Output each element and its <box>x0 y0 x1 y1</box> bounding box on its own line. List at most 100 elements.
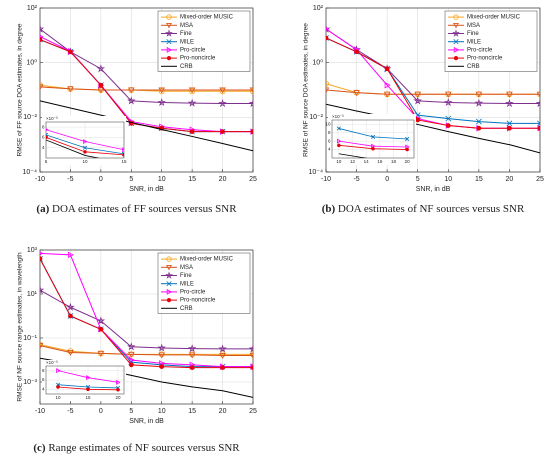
marker <box>67 348 74 355</box>
marker <box>82 145 88 150</box>
series-line <box>326 28 540 105</box>
marker <box>128 362 134 368</box>
legend-marker <box>165 29 173 37</box>
legend-label: CRB <box>180 64 193 70</box>
marker <box>98 82 104 88</box>
legend-marker <box>166 39 172 45</box>
marker <box>158 352 165 359</box>
marker <box>476 125 482 131</box>
marker <box>249 87 253 94</box>
marker <box>353 90 360 97</box>
x-tick-label: -5 <box>67 408 73 415</box>
legend-label: Mixed-order MUSIC <box>467 15 521 21</box>
inset-y-tick-label: 4 <box>42 387 45 392</box>
series-line <box>338 140 408 148</box>
legend-label: MILE <box>180 281 194 287</box>
inset-scale-label: ×10⁻³ <box>46 116 58 121</box>
y-tick-label: 10⁻⁴ <box>309 169 324 176</box>
series-line <box>57 370 119 383</box>
x-tick-label: -10 <box>35 408 45 415</box>
marker <box>337 143 341 148</box>
y-tick-label: 10⁻⁴ <box>23 169 38 176</box>
inset-frame <box>45 365 125 395</box>
legend-label: Fine <box>180 31 192 37</box>
legend-label: MSA <box>467 23 480 29</box>
x-tick-label: 15 <box>188 176 196 183</box>
marker <box>250 365 253 370</box>
series-line <box>326 89 540 95</box>
legend-label: MSA <box>180 265 193 271</box>
x-tick-label: 15 <box>188 408 196 415</box>
marker <box>97 87 105 94</box>
marker <box>250 88 253 95</box>
legend-label: CRB <box>467 64 480 70</box>
x-tick-label: 0 <box>99 176 103 183</box>
x-tick-label: -10 <box>321 176 331 183</box>
inset-x-tick-label: 10 <box>336 159 342 164</box>
x-tick-label: -10 <box>35 176 45 183</box>
marker <box>326 27 330 31</box>
marker <box>384 66 390 72</box>
legend-marker <box>166 23 172 29</box>
marker <box>475 118 482 125</box>
inset-y-tick-label: 4 <box>328 147 331 152</box>
y-axis-label: RMSE of FF source DOA estimates, in degr… <box>17 23 24 156</box>
marker <box>86 375 91 381</box>
marker <box>127 342 136 351</box>
legend-marker <box>453 46 460 53</box>
inset-y-tick-label: 10 <box>325 121 331 126</box>
legend-label: Fine <box>467 31 479 37</box>
legend-label: Pro-circle <box>467 47 493 53</box>
x-tick-label: 25 <box>536 176 544 183</box>
series-line <box>40 28 253 105</box>
marker <box>445 123 451 128</box>
legend-marker <box>166 256 172 262</box>
marker <box>68 49 73 55</box>
marker <box>116 379 121 385</box>
legend-marker <box>453 39 459 45</box>
y-tick-label: 10⁰ <box>26 59 37 67</box>
x-tick-label: 0 <box>99 408 103 415</box>
marker <box>326 35 329 41</box>
legend-label: MILE <box>467 39 481 45</box>
y-tick-label: 10⁻² <box>309 114 323 121</box>
marker <box>474 98 484 107</box>
marker <box>354 49 359 55</box>
marker <box>248 344 253 353</box>
x-tick-label: 5 <box>416 176 420 183</box>
inset-y-tick-label: 8 <box>42 124 45 129</box>
legend-marker <box>166 46 173 53</box>
series-line <box>46 129 124 151</box>
marker <box>116 388 120 392</box>
legend-marker <box>452 29 460 37</box>
marker <box>40 341 43 348</box>
marker <box>128 356 135 364</box>
x-axis-label: SNR, in dB <box>129 418 164 425</box>
inset-x-tick-label: 20 <box>115 395 121 400</box>
legend-label: Pro-circle <box>180 47 206 53</box>
y-tick-label: 10³ <box>27 247 38 254</box>
marker <box>219 87 226 94</box>
legend-label: Fine <box>180 273 192 279</box>
inset-scale-label: ×10⁻³ <box>46 360 58 365</box>
marker <box>66 302 75 311</box>
marker <box>219 353 226 359</box>
marker <box>83 150 87 154</box>
x-axis-label: SNR, in dB <box>416 186 451 193</box>
marker <box>97 350 105 357</box>
inset-x-tick-label: 18 <box>391 159 397 164</box>
marker <box>415 117 421 123</box>
x-tick-label: 5 <box>129 176 133 183</box>
marker <box>218 344 227 353</box>
marker <box>219 88 226 95</box>
x-tick-label: 10 <box>158 408 166 415</box>
y-tick-label: 10¹ <box>27 291 38 298</box>
marker <box>537 120 540 127</box>
marker <box>405 147 409 152</box>
marker <box>46 135 48 140</box>
y-tick-label: 10² <box>27 5 38 12</box>
x-tick-label: 0 <box>385 176 389 183</box>
marker <box>56 368 61 374</box>
marker <box>219 351 226 358</box>
